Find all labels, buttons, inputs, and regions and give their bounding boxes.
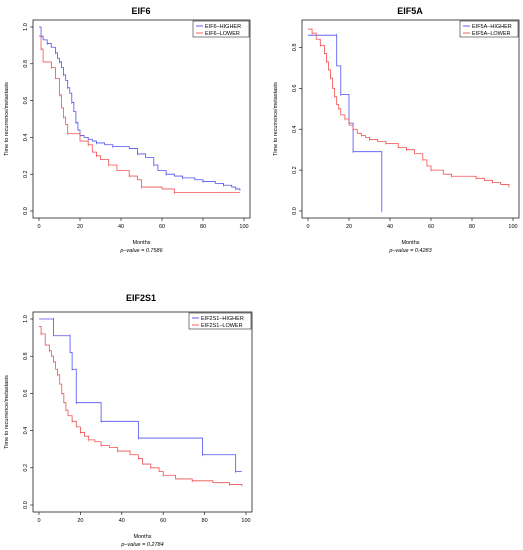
km-curve-higher — [39, 26, 241, 191]
y-axis-label: Time to recurrence/metastasis — [4, 82, 10, 156]
chart-title: EIF2S1 — [126, 293, 156, 303]
y-tick-label: 0.4 — [23, 427, 29, 435]
km-curve-lower — [39, 326, 243, 487]
y-tick-label: 1.0 — [23, 315, 29, 323]
chart-panel-eif2s1: EIF2S1 0 20 40 60 80 100 0.0 0.2 0.4 0.6 0.8 1.0 Mont… — [4, 293, 253, 548]
km-curve-higher — [39, 318, 242, 472]
y-tick-label: 0.6 — [292, 85, 298, 93]
y-tick-label: 0.8 — [23, 60, 29, 68]
plot-frame — [32, 311, 253, 513]
km-curve-lower — [308, 28, 510, 187]
legend-entry: EIF5A–LOWER — [472, 31, 511, 37]
x-axis-label: Months — [133, 534, 151, 540]
x-tick-label: 100 — [508, 224, 517, 230]
y-tick-label: 0.8 — [292, 44, 298, 52]
km-curve-lower — [39, 35, 240, 193]
x-tick-label: 0 — [37, 518, 40, 524]
x-tick-label: 20 — [77, 224, 83, 230]
x-axis-label: Months — [401, 240, 419, 246]
y-tick-label: 0.4 — [292, 125, 298, 133]
y-tick-label: 1.0 — [23, 23, 29, 31]
y-tick-label: 0.4 — [23, 134, 29, 142]
km-curve-higher — [308, 34, 383, 211]
p-value-label: p–value = 0.7586 — [119, 248, 163, 254]
y-tick-label: 0.0 — [23, 501, 29, 509]
legend-box — [459, 20, 519, 38]
x-tick-label: 40 — [387, 224, 393, 230]
x-tick-label: 100 — [241, 518, 250, 524]
x-tick-label: 80 — [200, 224, 206, 230]
y-tick-label: 0.0 — [23, 207, 29, 215]
x-tick-label: 20 — [346, 224, 352, 230]
y-tick-label: 0.2 — [23, 170, 29, 178]
x-tick-label: 20 — [77, 518, 83, 524]
legend-entry: EIF5A–HIGHER — [472, 24, 512, 30]
p-value-label: p–value = 0.4283 — [388, 248, 432, 254]
x-tick-label: 100 — [239, 224, 248, 230]
x-axis-label: Months — [132, 240, 150, 246]
y-axis-label: Time to recurrence/metastasis — [4, 375, 10, 449]
x-tick-label: 80 — [202, 518, 208, 524]
legend-entry: EIF6–LOWER — [205, 31, 240, 37]
chart-panel-eif6: EIF6 0 20 40 60 80 100 0.0 0.2 0.4 0.6 0.8 1.0 Months… — [4, 6, 251, 254]
p-value-label: p–value = 0.2784 — [120, 542, 163, 548]
y-tick-label: 0.8 — [23, 352, 29, 360]
x-tick-label: 80 — [469, 224, 475, 230]
chart-title: EIF5A — [397, 6, 423, 16]
y-tick-label: 0.2 — [292, 166, 298, 174]
y-tick-label: 0.6 — [23, 97, 29, 105]
legend-entry: EIF2S1–LOWER — [201, 323, 243, 329]
legend-box — [188, 312, 252, 330]
y-tick-label: 0.2 — [23, 464, 29, 472]
plot-frame — [301, 19, 520, 219]
chart-panel-eif5a: EIF5A 0 20 40 60 80 100 0.0 0.2 0.4 0.6 0.8 Months p–… — [273, 6, 520, 254]
y-tick-label: 0.6 — [23, 390, 29, 398]
x-tick-label: 60 — [159, 224, 165, 230]
chart-title: EIF6 — [131, 6, 150, 16]
x-tick-label: 60 — [160, 518, 166, 524]
x-tick-label: 60 — [428, 224, 434, 230]
y-tick-label: 0.0 — [292, 207, 298, 215]
x-tick-label: 40 — [118, 224, 124, 230]
legend-box — [192, 20, 250, 38]
legend-entry: EIF2S1–HIGHER — [201, 316, 244, 322]
plot-frame — [32, 19, 251, 219]
x-tick-label: 0 — [37, 224, 40, 230]
y-axis-label: Time to recurrence/metastasis — [273, 82, 279, 156]
x-tick-label: 40 — [119, 518, 125, 524]
x-tick-label: 0 — [306, 224, 309, 230]
legend-entry: EIF6–HIGHER — [205, 24, 241, 30]
